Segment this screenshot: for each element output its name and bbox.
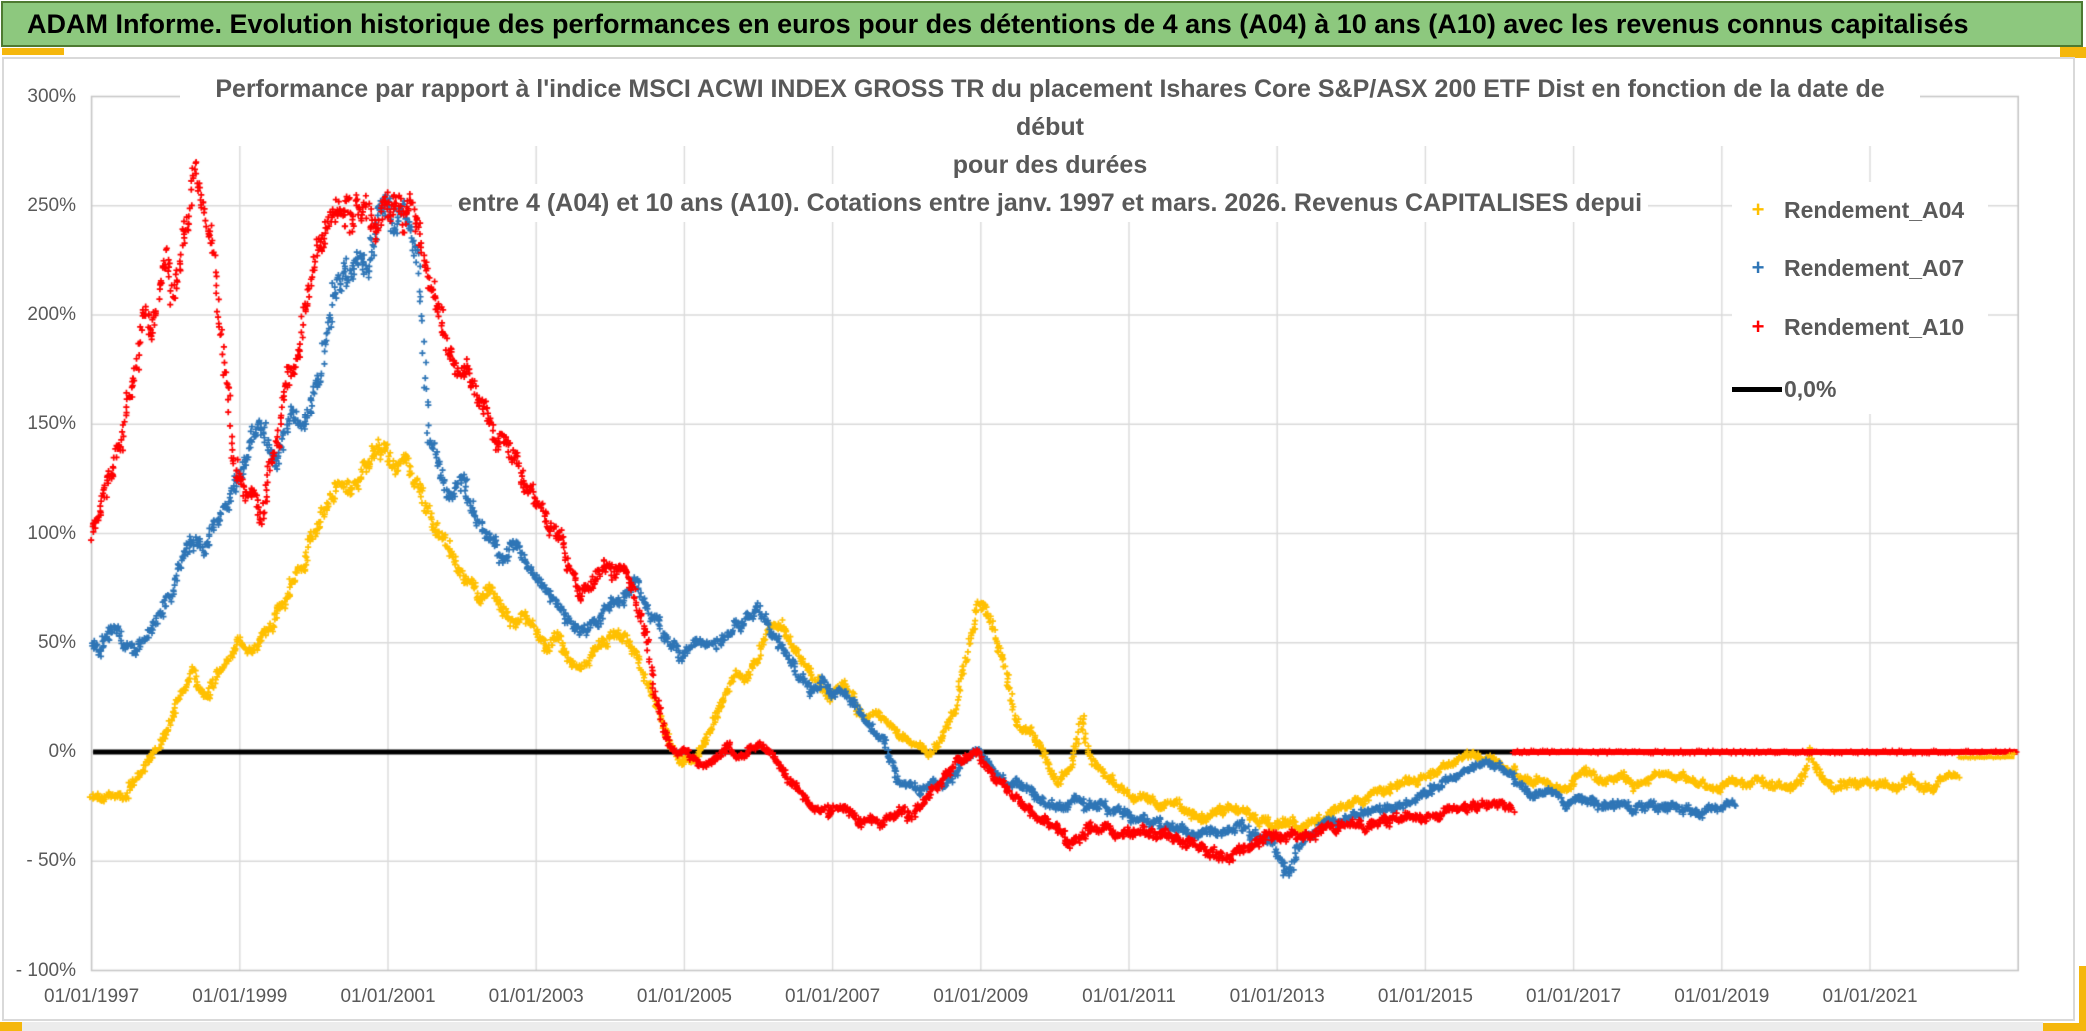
y-tick-label: - 50% [26, 850, 76, 872]
x-tick-label: 01/01/2019 [1674, 986, 1770, 1007]
plus-marker-icon: + [1751, 197, 1765, 222]
x-tick-label: 01/01/2021 [1822, 986, 1918, 1007]
x-tick-label: 01/01/1999 [192, 986, 288, 1007]
x-tick-label: 01/01/2005 [636, 986, 732, 1007]
legend-item-rendement-a10[interactable]: + Rendement_A10 [1732, 307, 1988, 347]
plus-marker-icon: + [1751, 255, 1765, 280]
x-tick-label: 01/01/2015 [1377, 986, 1473, 1007]
y-tick-label: 150% [27, 413, 76, 435]
legend-item-rendement-a07[interactable]: + Rendement_A07 [1732, 248, 1988, 288]
legend-label: 0,0% [1784, 375, 1837, 402]
legend-label: Rendement_A10 [1784, 313, 1965, 340]
x-tick-label: 01/01/2013 [1229, 986, 1325, 1007]
y-tick-label: - 100% [15, 959, 76, 981]
x-tick-label: 01/01/2003 [488, 986, 584, 1007]
y-tick-label: 50% [37, 631, 76, 653]
legend: + Rendement_A04 + Rendement_A07 + Rendem… [1732, 182, 1988, 414]
y-tick-label: 250% [27, 194, 76, 216]
x-tick-label: 01/01/2011 [1082, 986, 1176, 1007]
y-tick-label: 200% [27, 304, 76, 325]
x-tick-label: 01/01/2001 [340, 986, 436, 1007]
plus-marker-icon: + [1751, 314, 1765, 339]
x-tick-label: 01/01/2017 [1526, 986, 1622, 1007]
chart-title-line-3: entre 4 (A04) et 10 ans (A10). Cotations… [451, 184, 1649, 222]
x-tick-label: 01/01/1997 [44, 986, 140, 1007]
legend-item-rendement-a04[interactable]: + Rendement_A04 [1732, 190, 1988, 230]
chart-title-line-1: Performance par rapport à l'indice MSCI … [180, 70, 1920, 146]
y-tick-label: 100% [27, 522, 76, 544]
chart-title-line-2: pour des durées [946, 146, 1154, 184]
legend-label: Rendement_A04 [1784, 196, 1965, 223]
y-tick-label: 0% [48, 741, 76, 762]
legend-item-zero-line[interactable]: 0,0% [1732, 369, 1988, 409]
y-tick-label: 300% [27, 85, 76, 107]
zero-line-icon [1732, 386, 1782, 392]
chart-title: Performance par rapport à l'indice MSCI … [180, 70, 1920, 222]
x-tick-label: 01/01/2009 [933, 986, 1029, 1007]
x-tick-label: 01/01/2007 [785, 986, 881, 1007]
legend-label: Rendement_A07 [1784, 254, 1965, 281]
